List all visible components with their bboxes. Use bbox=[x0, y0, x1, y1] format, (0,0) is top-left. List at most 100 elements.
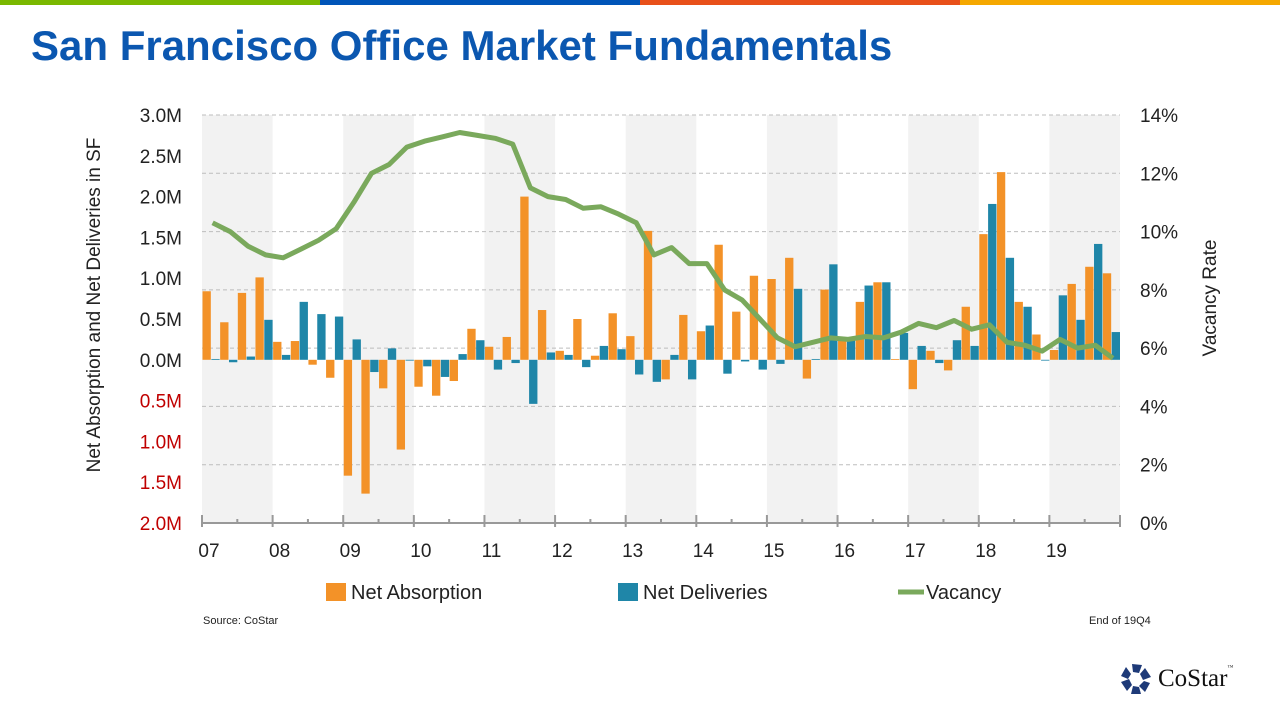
x-tick-label: 12 bbox=[552, 541, 573, 562]
legend-swatch-net-absorption bbox=[326, 583, 346, 601]
net-deliveries-bar bbox=[1111, 332, 1120, 360]
net-absorption-bar bbox=[520, 196, 529, 360]
net-deliveries-bar bbox=[970, 345, 979, 360]
net-absorption-bar bbox=[237, 292, 247, 360]
net-absorption-bar bbox=[573, 319, 582, 360]
left-axis-title: Net Absorption and Net Deliveries in SF bbox=[84, 138, 105, 473]
x-tick-label: 14 bbox=[693, 541, 715, 562]
right-tick-label: 0% bbox=[1140, 514, 1168, 535]
net-deliveries-bar bbox=[228, 359, 238, 363]
net-deliveries-bar bbox=[705, 325, 714, 360]
net-absorption-bar bbox=[396, 359, 406, 450]
top-accent-bar-2 bbox=[320, 0, 640, 5]
left-tick-label: 2.0M bbox=[140, 188, 182, 209]
net-absorption-bar bbox=[432, 359, 441, 396]
net-deliveries-bar bbox=[988, 203, 997, 360]
net-deliveries-bar bbox=[846, 339, 856, 360]
net-deliveries-bar bbox=[211, 358, 220, 360]
net-absorption-bar bbox=[255, 277, 264, 360]
net-absorption-bar bbox=[714, 244, 723, 360]
net-absorption-bar bbox=[590, 355, 600, 360]
net-absorption-bar bbox=[785, 257, 794, 360]
legend-swatch-net-deliveries bbox=[618, 583, 638, 601]
left-tick-label: 0.5M bbox=[140, 310, 182, 331]
net-deliveries-bar bbox=[1058, 295, 1068, 360]
net-absorption-bar bbox=[220, 322, 229, 360]
right-tick-label: 4% bbox=[1140, 397, 1168, 418]
costar-logo: CoStar™ bbox=[1120, 663, 1233, 695]
net-absorption-bar bbox=[926, 350, 935, 360]
net-deliveries-bar bbox=[829, 264, 838, 360]
net-deliveries-bar bbox=[635, 359, 644, 375]
net-absorption-bar bbox=[767, 279, 776, 360]
net-deliveries-bar bbox=[370, 359, 379, 373]
net-absorption-bar bbox=[379, 359, 388, 389]
left-tick-label: 1.0M bbox=[140, 269, 182, 290]
right-tick-label: 10% bbox=[1140, 223, 1178, 244]
net-deliveries-bar bbox=[546, 352, 556, 360]
net-absorption-bar bbox=[643, 230, 653, 360]
net-deliveries-bar bbox=[352, 339, 361, 360]
x-tick-label: 15 bbox=[763, 541, 784, 562]
left-tick-label: 3.0M bbox=[140, 106, 182, 127]
net-deliveries-bar bbox=[405, 359, 414, 361]
net-deliveries-bar bbox=[793, 288, 803, 360]
net-absorption-bar bbox=[943, 359, 953, 371]
x-tick-label: 09 bbox=[340, 541, 361, 562]
net-absorption-bar bbox=[1067, 283, 1076, 360]
net-deliveries-bar bbox=[511, 359, 520, 364]
net-absorption-bar bbox=[537, 310, 547, 360]
net-absorption-bar bbox=[502, 336, 511, 360]
left-tick-label: 1.0M bbox=[140, 432, 182, 453]
net-deliveries-bar bbox=[529, 359, 538, 404]
net-deliveries-bar bbox=[723, 359, 732, 374]
right-tick-label: 6% bbox=[1140, 339, 1168, 360]
net-absorption-bar bbox=[308, 359, 317, 365]
net-absorption-bar bbox=[626, 336, 635, 360]
net-deliveries-bar bbox=[617, 349, 626, 360]
net-absorption-bar bbox=[855, 301, 865, 360]
net-deliveries-bar bbox=[1076, 319, 1085, 360]
net-deliveries-bar bbox=[299, 301, 308, 360]
logo-trademark: ™ bbox=[1227, 665, 1234, 671]
net-absorption-bar bbox=[1014, 301, 1023, 360]
net-absorption-bar bbox=[679, 314, 688, 360]
left-tick-label: 2.0M bbox=[140, 514, 182, 535]
x-tick-label: 16 bbox=[834, 541, 855, 562]
net-deliveries-bar bbox=[952, 340, 962, 360]
net-absorption-bar bbox=[273, 341, 282, 360]
net-deliveries-bar bbox=[281, 354, 291, 360]
net-deliveries-bar bbox=[1094, 243, 1103, 360]
right-axis-title: Vacancy Rate bbox=[1200, 240, 1221, 357]
net-deliveries-bar bbox=[811, 358, 820, 360]
net-absorption-bar bbox=[961, 306, 970, 360]
logo-wordmark: CoStar bbox=[1158, 665, 1228, 692]
top-accent-bar-4 bbox=[960, 0, 1280, 5]
vacancy-line bbox=[211, 130, 1115, 361]
net-absorption-bar bbox=[1049, 350, 1059, 360]
net-absorption-bar bbox=[1102, 273, 1112, 360]
net-deliveries-bar bbox=[864, 285, 873, 360]
left-tick-label: 0.0M bbox=[140, 351, 182, 372]
year-band bbox=[343, 115, 414, 523]
x-tick-label: 19 bbox=[1046, 541, 1067, 562]
net-deliveries-bar bbox=[476, 340, 485, 360]
net-absorption-bar bbox=[484, 346, 494, 360]
net-deliveries-bar bbox=[1041, 359, 1050, 361]
net-deliveries-bar bbox=[440, 359, 450, 377]
top-accent-bar-1 bbox=[0, 0, 320, 5]
left-tick-label: 2.5M bbox=[140, 147, 182, 168]
net-absorption-bar bbox=[732, 311, 741, 360]
net-deliveries-bar bbox=[423, 359, 432, 367]
net-deliveries-bar bbox=[935, 359, 944, 364]
legend-label-net-deliveries: Net Deliveries bbox=[643, 582, 767, 604]
legend-label-vacancy: Vacancy bbox=[926, 582, 1001, 604]
x-tick-label: 11 bbox=[482, 541, 502, 562]
net-absorption-bar bbox=[749, 275, 759, 360]
net-absorption-bar bbox=[908, 359, 917, 390]
right-tick-label: 8% bbox=[1140, 281, 1168, 302]
net-deliveries-bar bbox=[917, 345, 926, 360]
left-tick-label: 0.5M bbox=[140, 392, 182, 413]
x-tick-label: 18 bbox=[975, 541, 996, 562]
source-note: Source: CoStar bbox=[203, 615, 279, 627]
